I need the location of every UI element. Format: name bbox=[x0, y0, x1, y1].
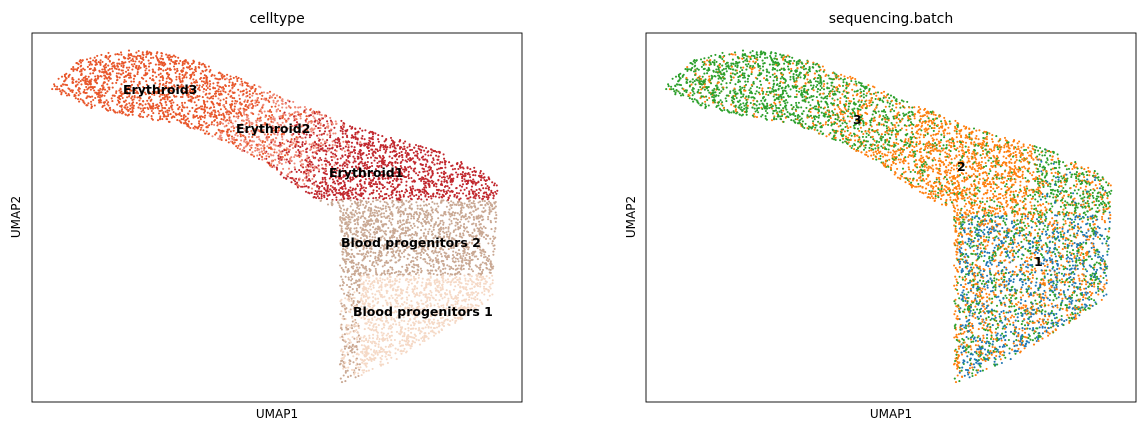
celltype-points bbox=[51, 49, 499, 384]
label-erythroid2: Erythroid2 bbox=[236, 121, 310, 136]
celltype-plot-frame bbox=[31, 32, 523, 403]
panel-title-celltype: celltype bbox=[249, 11, 304, 27]
batch-y-axis-label: UMAP2 bbox=[624, 196, 638, 238]
batch-x-axis-label: UMAP1 bbox=[870, 407, 912, 421]
batch-points bbox=[665, 49, 1113, 384]
label-batch-1: 1 bbox=[1034, 254, 1043, 269]
label-blood-progenitors-1: Blood progenitors 1 bbox=[353, 304, 493, 319]
celltype-y-axis-label: UMAP2 bbox=[9, 196, 23, 238]
sequencing-batch-panel: sequencing.batch UMAP1 UMAP2 3 2 1 bbox=[624, 11, 1137, 421]
label-blood-progenitors-2: Blood progenitors 2 bbox=[341, 235, 481, 250]
label-batch-3: 3 bbox=[853, 112, 862, 127]
label-erythroid1: Erythroid1 bbox=[329, 165, 403, 180]
celltype-panel: celltype UMAP1 UMAP2 Erythroid3 Erythroi… bbox=[9, 11, 523, 421]
batch-plot-frame bbox=[645, 32, 1137, 403]
label-batch-2: 2 bbox=[957, 159, 966, 174]
celltype-x-axis-label: UMAP1 bbox=[256, 407, 298, 421]
label-erythroid3: Erythroid3 bbox=[123, 82, 197, 97]
panel-title-sequencing-batch: sequencing.batch bbox=[829, 11, 953, 27]
